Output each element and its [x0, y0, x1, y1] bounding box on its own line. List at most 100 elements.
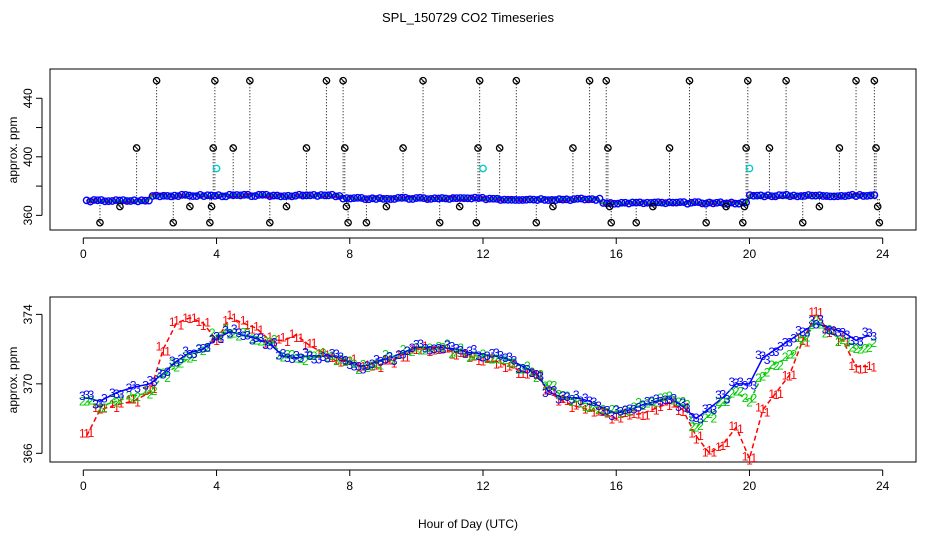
bottom-series-2-label: 2 — [799, 334, 806, 348]
bottom-series-2-label: 2 — [240, 325, 247, 339]
spike-marker — [569, 144, 577, 152]
bottom-series-2-label: 2 — [293, 352, 300, 366]
bottom-series-2-label: 2 — [529, 365, 536, 379]
spike-marker-cross — [420, 78, 426, 84]
bottom-panel-y-axis: 366 370 374 — [21, 304, 43, 463]
bottom-series-1-label: 1 — [453, 348, 460, 362]
top-series-3-point — [192, 192, 201, 201]
bottom-series-2-label: 2 — [866, 341, 873, 355]
bottom-series-1-label: 1 — [92, 401, 99, 415]
bottom-series-3-label: 3 — [142, 379, 149, 393]
bottom-series-1-label: 1 — [284, 335, 291, 349]
top-series-3-point — [756, 191, 765, 200]
bottom-series-1-label: 1 — [413, 343, 420, 357]
spike-marker — [835, 144, 844, 152]
bottom-series-1-label: 1 — [187, 312, 194, 326]
bottom-series-2-label: 2 — [329, 349, 336, 363]
top-x-tick-label: 4 — [213, 247, 220, 261]
bottom-series-2-label: 2 — [209, 326, 216, 340]
bottom-series-1-label: 1 — [79, 426, 86, 440]
top-panel-y-axis: 360 400 440 — [21, 88, 43, 225]
bottom-series-3-label: 3 — [746, 375, 753, 389]
bottom-series-2-label: 2 — [524, 359, 531, 373]
bottom-series-2-label: 2 — [302, 354, 309, 368]
top-series-3-point — [515, 196, 523, 204]
top-series-3-point — [778, 191, 787, 200]
spike-marker-cross — [876, 220, 882, 226]
top-series-3-point — [408, 195, 417, 203]
bottom-series-1-label: 1 — [773, 388, 780, 402]
bottom-series-3-label: 3 — [773, 345, 780, 359]
top-series-3-point — [405, 195, 413, 203]
spike-marker-cross — [340, 78, 346, 84]
bottom-series-3-label: 3 — [755, 348, 762, 362]
top-series-3-point — [456, 194, 465, 202]
spike-marker-cross — [723, 204, 729, 210]
top-series-3-point — [676, 198, 685, 207]
top-series-3-point — [511, 196, 520, 204]
spike-marker-cross — [533, 220, 539, 226]
top-series-3-point — [870, 191, 879, 199]
top-series-3-point — [82, 196, 91, 205]
bottom-series-2-label: 2 — [449, 347, 456, 361]
bottom-series-1-label: 1 — [617, 411, 624, 425]
bottom-series-3-label: 3 — [329, 347, 336, 361]
spike-marker — [532, 218, 541, 227]
bottom-series-3-label: 3 — [835, 326, 842, 340]
spike-marker-cross — [605, 145, 611, 151]
spike-marker-cross — [816, 204, 822, 210]
bottom-series-3-label: 3 — [799, 325, 806, 339]
bottom-series-3-label: 3 — [160, 368, 167, 382]
bottom-panel-frame — [49, 296, 917, 463]
bottom-series-3-label: 3 — [240, 329, 247, 343]
bottom-series-3-label: 3 — [595, 399, 602, 413]
top-series-3-point — [320, 191, 329, 200]
spike-marker — [602, 76, 611, 85]
top-series-3-point — [90, 196, 98, 204]
bottom-series-1-label: 1 — [182, 311, 189, 325]
bottom-series-1-label: 1 — [777, 387, 784, 401]
bottom-series-2-label: 2 — [835, 335, 842, 349]
bottom-series-1-label: 1 — [604, 406, 611, 420]
bottom-series-1-line — [85, 312, 870, 461]
top-series-3-point — [401, 193, 410, 202]
bottom-series-2-label: 2 — [542, 379, 549, 393]
spike-marker-cross — [686, 78, 693, 84]
bottom-series-3-label: 3 — [187, 347, 194, 361]
bottom-series-1-label: 1 — [746, 453, 753, 467]
bottom-series-1-label: 1 — [466, 351, 473, 365]
top-series-3-point — [170, 191, 179, 200]
bottom-series-2-label: 2 — [764, 365, 771, 379]
bottom-series-2-label: 2 — [413, 341, 420, 355]
bottom-series-1-label: 1 — [337, 356, 344, 370]
spike-marker — [207, 202, 216, 211]
spike-marker — [815, 202, 824, 211]
top-series-3-point — [570, 195, 578, 204]
top-series-3-point — [287, 192, 296, 201]
bottom-series-2-label: 2 — [613, 402, 620, 416]
bottom-series-3-label: 3 — [306, 349, 313, 363]
bottom-series-3-label: 3 — [218, 332, 225, 346]
bottom-series-2-label: 2 — [409, 345, 416, 359]
bottom-series-2-label: 2 — [253, 333, 260, 347]
bottom-series-2-label: 2 — [151, 384, 158, 398]
bottom-series-1-label: 1 — [489, 351, 496, 365]
bottom-series-2-label: 2 — [182, 349, 189, 363]
top-series-3-point — [822, 192, 831, 200]
spike-marker — [96, 218, 104, 227]
bottom-series-2-label: 2 — [227, 328, 234, 342]
bottom-series-2-label: 2 — [346, 354, 353, 368]
top-series-3-point — [789, 191, 798, 200]
bottom-series-3-label: 3 — [337, 350, 344, 364]
bottom-series-3-label: 3 — [147, 374, 154, 388]
spike-marker — [665, 144, 674, 152]
top-series-3-point — [815, 191, 824, 200]
bottom-series-1-label: 1 — [169, 315, 176, 329]
bottom-series-2-label: 2 — [164, 371, 171, 385]
spike-marker-cross — [342, 145, 348, 151]
top-series-3-point — [657, 198, 666, 207]
bottom-series-3-label: 3 — [839, 325, 846, 339]
bottom-series-3-label: 3 — [857, 335, 864, 349]
top-series-3-point — [375, 194, 384, 202]
top-series-3-point — [694, 198, 703, 207]
